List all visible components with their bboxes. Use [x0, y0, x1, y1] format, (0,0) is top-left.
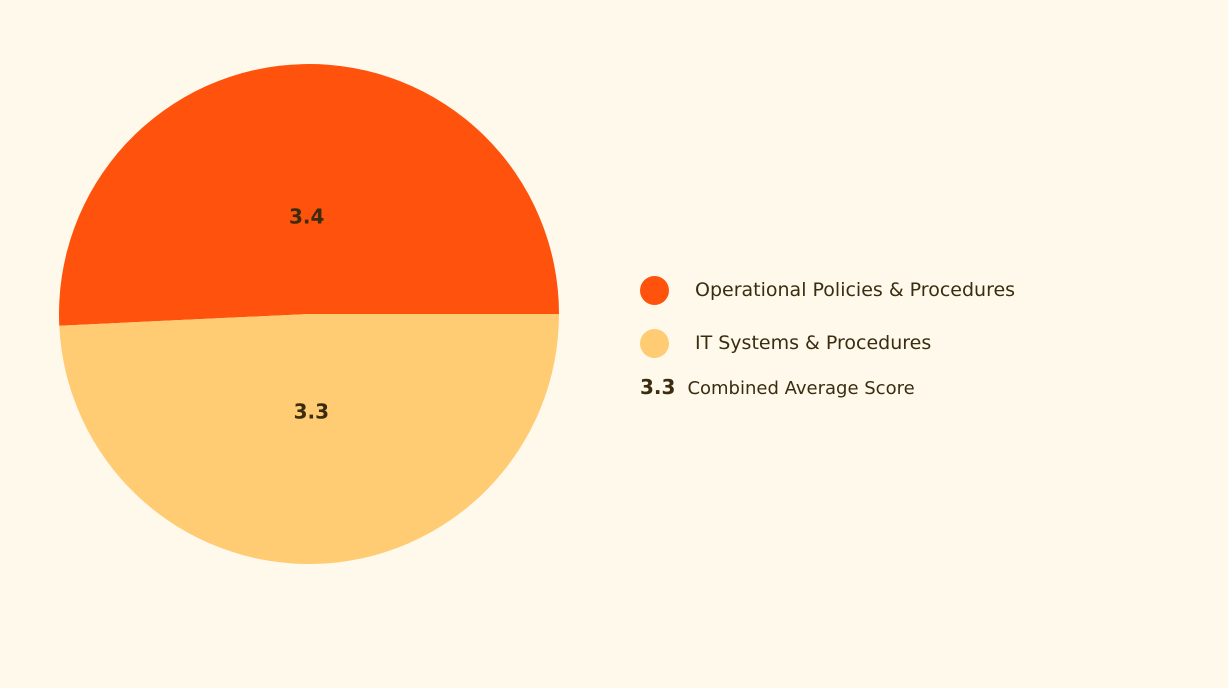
legend-label: Operational Policies & Procedures — [695, 279, 1016, 301]
pie-slice-0 — [58, 63, 559, 326]
data-label-1: 3.3 — [294, 399, 329, 423]
data-label-0: 3.4 — [289, 205, 324, 229]
pie-chart: 3.4 3.3 — [58, 63, 559, 564]
combined-score-value: 3.3 — [640, 375, 676, 399]
legend-item-operational: Operational Policies & Procedures — [640, 275, 1015, 305]
combined-score: 3.3 Combined Average Score — [640, 375, 1015, 399]
legend-label: IT Systems & Procedures — [695, 332, 932, 354]
legend-swatch-operational — [640, 275, 669, 305]
legend-swatch-it — [640, 328, 669, 358]
pie-slice-1 — [59, 314, 559, 564]
legend: Operational Policies & Procedures IT Sys… — [640, 275, 1015, 399]
legend-item-it: IT Systems & Procedures — [640, 328, 1015, 358]
combined-score-label: Combined Average Score — [687, 378, 915, 399]
